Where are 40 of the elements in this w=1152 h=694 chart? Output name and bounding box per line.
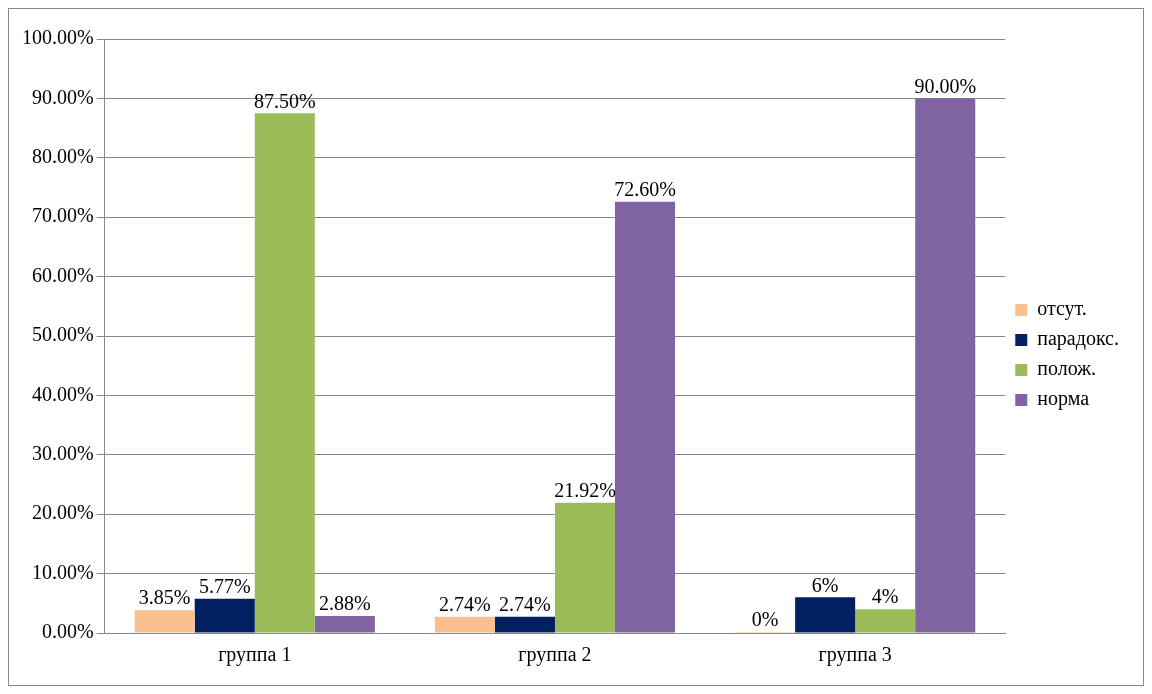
- bar: [855, 609, 916, 633]
- y-tick-label: 60.00%: [31, 263, 94, 286]
- y-tick-label: 50.00%: [31, 323, 94, 346]
- data-label: 0%: [751, 608, 779, 631]
- y-tick-label: 90.00%: [31, 85, 94, 108]
- bar: [915, 98, 976, 633]
- data-label: 2.74%: [439, 592, 491, 615]
- data-label: 3.85%: [138, 586, 191, 609]
- bar: [434, 616, 495, 633]
- data-label: 72.60%: [614, 178, 676, 201]
- x-tick-label: группа 1: [218, 643, 292, 667]
- x-tick-label: группа 3: [818, 643, 892, 667]
- y-tick-label: 20.00%: [31, 501, 94, 524]
- data-label: 2.74%: [499, 592, 551, 615]
- bar: [134, 610, 195, 633]
- y-tick-label: 70.00%: [31, 204, 94, 227]
- bar: [554, 502, 616, 633]
- y-tick-label: 80.00%: [31, 145, 94, 168]
- bar: [615, 201, 676, 633]
- data-label: 2.88%: [318, 592, 371, 615]
- bar: [314, 615, 375, 633]
- legend-label: полож.: [1037, 357, 1097, 380]
- data-label: 6%: [811, 573, 839, 596]
- legend-label: норма: [1037, 387, 1090, 411]
- data-label: 87.50%: [253, 89, 316, 112]
- bar: [194, 598, 255, 633]
- y-tick-label: 10.00%: [31, 560, 94, 583]
- y-tick-label: 30.00%: [31, 442, 94, 465]
- data-label: 4%: [871, 585, 899, 608]
- data-label: 5.77%: [198, 574, 251, 597]
- y-tick-label: 0.00%: [41, 620, 94, 643]
- bar: [254, 113, 315, 633]
- y-tick-label: 100.00%: [21, 26, 94, 49]
- legend-label: отсут.: [1037, 297, 1087, 321]
- legend-label: парадокс.: [1037, 327, 1120, 351]
- bar: [494, 616, 555, 633]
- x-tick-label: группа 2: [518, 643, 592, 667]
- data-label: 90.00%: [914, 74, 977, 97]
- bar: [795, 597, 856, 633]
- y-tick-label: 40.00%: [31, 382, 94, 405]
